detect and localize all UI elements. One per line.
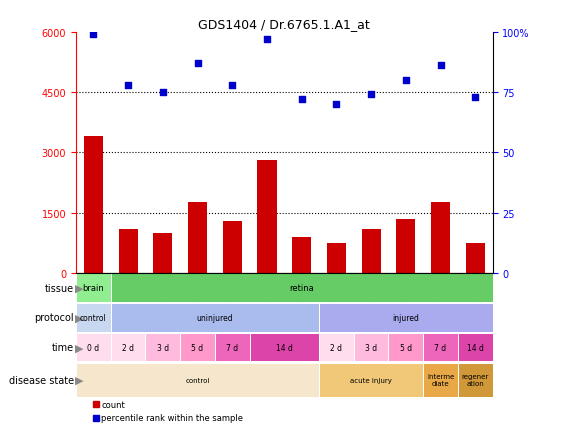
Text: disease state: disease state bbox=[9, 375, 74, 385]
Text: interme
diate: interme diate bbox=[427, 373, 454, 386]
Bar bbox=[76, 303, 111, 332]
Bar bbox=[423, 363, 458, 397]
Text: acute injury: acute injury bbox=[350, 377, 392, 383]
Text: control: control bbox=[80, 313, 107, 322]
Text: 7 d: 7 d bbox=[226, 343, 238, 352]
Bar bbox=[76, 363, 319, 397]
Point bbox=[367, 92, 376, 99]
Bar bbox=[223, 221, 242, 273]
Bar bbox=[319, 363, 423, 397]
Text: 2 d: 2 d bbox=[330, 343, 342, 352]
Bar bbox=[431, 203, 450, 273]
Text: 7 d: 7 d bbox=[435, 343, 446, 352]
Point bbox=[297, 96, 306, 103]
Text: 14 d: 14 d bbox=[276, 343, 293, 352]
Bar bbox=[458, 363, 493, 397]
Point bbox=[89, 32, 98, 39]
Text: retina: retina bbox=[289, 283, 314, 293]
Legend: count, percentile rank within the sample: count, percentile rank within the sample bbox=[93, 400, 243, 422]
Text: 3 d: 3 d bbox=[157, 343, 169, 352]
Text: protocol: protocol bbox=[34, 312, 74, 322]
Text: uninjured: uninjured bbox=[196, 313, 233, 322]
Text: 2 d: 2 d bbox=[122, 343, 134, 352]
Text: brain: brain bbox=[83, 283, 104, 293]
Bar bbox=[111, 303, 319, 332]
Bar bbox=[361, 229, 381, 273]
Bar bbox=[76, 333, 111, 362]
Point bbox=[262, 36, 271, 43]
Point bbox=[227, 82, 237, 89]
Bar bbox=[257, 161, 276, 273]
Text: ▶: ▶ bbox=[75, 283, 84, 293]
Bar bbox=[396, 219, 415, 273]
Text: time: time bbox=[52, 342, 74, 352]
Point bbox=[436, 63, 445, 70]
Text: 5 d: 5 d bbox=[191, 343, 204, 352]
Bar bbox=[215, 333, 249, 362]
Bar bbox=[153, 233, 172, 273]
Bar bbox=[327, 243, 346, 273]
Bar bbox=[180, 333, 215, 362]
Point bbox=[124, 82, 133, 89]
Bar bbox=[76, 274, 111, 302]
Bar bbox=[188, 203, 207, 273]
Bar bbox=[354, 333, 388, 362]
Bar bbox=[292, 237, 311, 273]
Point bbox=[193, 60, 202, 67]
Title: GDS1404 / Dr.6765.1.A1_at: GDS1404 / Dr.6765.1.A1_at bbox=[198, 18, 370, 31]
Bar bbox=[388, 333, 423, 362]
Bar bbox=[458, 333, 493, 362]
Text: ▶: ▶ bbox=[75, 375, 84, 385]
Point bbox=[332, 101, 341, 108]
Point bbox=[471, 94, 480, 101]
Text: 14 d: 14 d bbox=[467, 343, 484, 352]
Bar bbox=[84, 137, 103, 273]
Point bbox=[158, 89, 167, 96]
Text: ▶: ▶ bbox=[75, 312, 84, 322]
Point bbox=[401, 77, 410, 84]
Bar bbox=[319, 333, 354, 362]
Bar bbox=[423, 333, 458, 362]
Text: ▶: ▶ bbox=[75, 342, 84, 352]
Text: regener
ation: regener ation bbox=[462, 373, 489, 386]
Bar bbox=[319, 303, 493, 332]
Bar bbox=[466, 243, 485, 273]
Text: 0 d: 0 d bbox=[87, 343, 100, 352]
Text: injured: injured bbox=[392, 313, 419, 322]
Text: 3 d: 3 d bbox=[365, 343, 377, 352]
Bar bbox=[119, 229, 137, 273]
Text: 5 d: 5 d bbox=[400, 343, 412, 352]
Text: tissue: tissue bbox=[45, 283, 74, 293]
Text: control: control bbox=[185, 377, 209, 383]
Bar bbox=[145, 333, 180, 362]
Bar bbox=[249, 333, 319, 362]
Bar bbox=[111, 333, 145, 362]
